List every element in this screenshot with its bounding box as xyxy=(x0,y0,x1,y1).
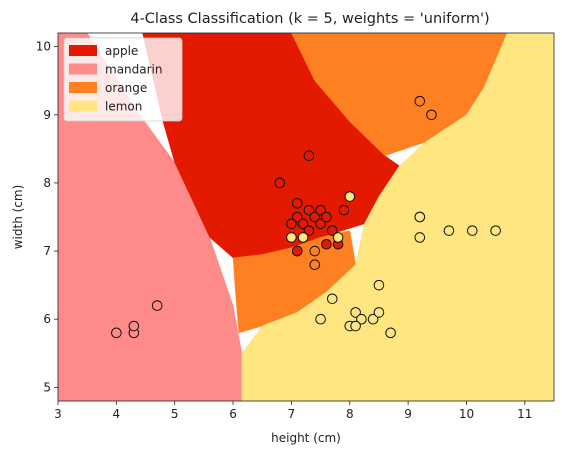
y-tick-label: 6 xyxy=(43,312,51,326)
point-lemon xyxy=(344,191,356,202)
point-apple xyxy=(321,238,332,250)
point-apple xyxy=(303,150,315,161)
point-lemon xyxy=(467,225,478,236)
decision-regions xyxy=(58,33,554,401)
point-lemon xyxy=(414,211,426,223)
region-lemon xyxy=(241,33,554,401)
point-apple xyxy=(321,211,332,223)
x-axis-ticks: 3 4 5 6 7 8 9 10 11 xyxy=(54,401,532,421)
point-lemon xyxy=(373,307,385,318)
point-lemon xyxy=(350,320,361,332)
point-orange xyxy=(309,259,321,271)
legend-swatch-apple xyxy=(69,45,97,56)
point-mandarin xyxy=(111,327,122,339)
point-apple xyxy=(303,225,315,236)
point-apple xyxy=(291,211,303,223)
legend-label-orange: orange xyxy=(105,81,147,95)
x-tick-label: 3 xyxy=(54,407,62,421)
x-tick-label: 5 xyxy=(171,407,179,421)
point-apple xyxy=(326,225,338,236)
x-tick-label: 9 xyxy=(404,407,412,421)
point-lemon xyxy=(297,232,309,243)
legend-box xyxy=(63,37,183,122)
x-tick-label: 10 xyxy=(459,407,474,421)
point-apple xyxy=(297,218,309,230)
point-apple xyxy=(286,218,297,230)
point-mandarin xyxy=(128,320,140,332)
y-tick-label: 8 xyxy=(43,176,51,190)
chart-title: 4-Class Classification (k = 5, weights =… xyxy=(130,11,489,27)
legend-label-apple: apple xyxy=(105,44,138,58)
point-lemon xyxy=(356,313,367,325)
point-lemon xyxy=(350,307,361,318)
y-tick-label: 10 xyxy=(36,40,51,54)
point-apple xyxy=(338,204,350,216)
x-axis-label: height (cm) xyxy=(271,431,341,445)
x-tick-label: 6 xyxy=(229,407,237,421)
x-tick-label: 7 xyxy=(288,407,296,421)
plot-frame xyxy=(57,32,555,402)
point-lemon xyxy=(326,293,338,305)
point-apple xyxy=(291,245,303,257)
y-tick-label: 7 xyxy=(43,244,51,258)
point-lemon xyxy=(490,225,501,236)
point-orange xyxy=(426,109,437,121)
x-tick-label: 8 xyxy=(346,407,354,421)
point-lemon xyxy=(332,232,344,243)
y-tick-label: 5 xyxy=(43,380,51,394)
legend-swatch-mandarin xyxy=(69,63,97,75)
point-lemon xyxy=(367,313,379,325)
x-tick-label: 11 xyxy=(517,407,532,421)
point-mandarin xyxy=(151,300,163,311)
y-axis-ticks: 5 6 7 8 9 10 xyxy=(36,40,58,394)
legend-label-lemon: lemon xyxy=(105,100,142,114)
legend-label-mandarin: mandarin xyxy=(105,63,163,77)
point-apple xyxy=(315,204,326,216)
point-lemon xyxy=(443,225,455,236)
point-apple xyxy=(309,211,321,223)
legend-swatch-orange xyxy=(69,82,97,93)
y-tick-label: 9 xyxy=(43,108,51,122)
point-apple xyxy=(274,177,286,189)
point-apple xyxy=(303,204,315,216)
point-apple xyxy=(315,218,326,230)
point-apple xyxy=(291,198,303,209)
point-lemon xyxy=(373,279,385,291)
data-points xyxy=(111,95,501,339)
point-orange xyxy=(309,245,321,257)
point-orange xyxy=(414,95,426,107)
point-lemon xyxy=(286,232,297,243)
x-tick-label: 4 xyxy=(113,407,121,421)
point-lemon xyxy=(315,313,326,325)
legend: apple mandarin orange lemon xyxy=(63,37,183,122)
y-axis-label: width (cm) xyxy=(11,185,25,250)
point-lemon xyxy=(414,232,426,243)
legend-swatch-lemon xyxy=(69,100,97,112)
point-lemon xyxy=(385,327,396,339)
